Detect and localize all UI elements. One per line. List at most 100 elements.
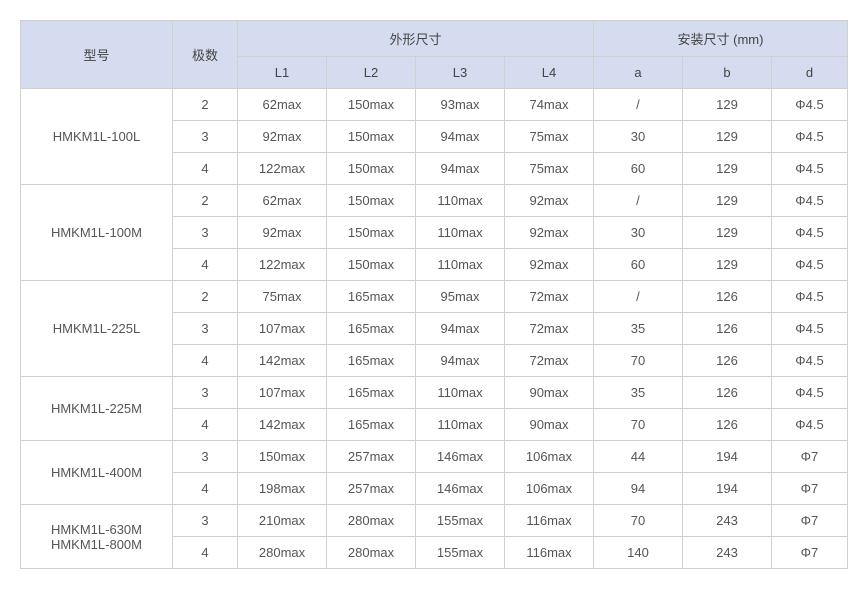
table-row: HMKM1L-630MHMKM1L-800M3210max280max155ma… — [21, 505, 848, 537]
cell-pole: 4 — [172, 249, 237, 281]
cell-l2: 150max — [327, 89, 416, 121]
cell-pole: 4 — [172, 537, 237, 569]
table-header: 型号 极数 外形尺寸 安装尺寸 (mm) L1 L2 L3 L4 a b d — [21, 21, 848, 89]
header-l1: L1 — [238, 57, 327, 89]
cell-l4: 106max — [505, 473, 594, 505]
cell-l3: 146max — [416, 473, 505, 505]
cell-l2: 257max — [327, 441, 416, 473]
cell-pole: 3 — [172, 217, 237, 249]
header-poles: 极数 — [172, 21, 237, 89]
cell-l4: 72max — [505, 313, 594, 345]
cell-d: Φ4.5 — [771, 121, 847, 153]
cell-l2: 150max — [327, 185, 416, 217]
cell-l4: 116max — [505, 537, 594, 569]
cell-b: 129 — [682, 153, 771, 185]
cell-l3: 94max — [416, 345, 505, 377]
header-b: b — [682, 57, 771, 89]
cell-d: Φ7 — [771, 441, 847, 473]
cell-a: / — [593, 281, 682, 313]
cell-a: 30 — [593, 217, 682, 249]
cell-l2: 165max — [327, 313, 416, 345]
cell-d: Φ4.5 — [771, 249, 847, 281]
cell-l1: 62max — [238, 185, 327, 217]
table-row: HMKM1L-225L275max165max95max72max/126Φ4.… — [21, 281, 848, 313]
cell-a: 70 — [593, 345, 682, 377]
cell-l4: 116max — [505, 505, 594, 537]
cell-d: Φ4.5 — [771, 89, 847, 121]
header-a: a — [593, 57, 682, 89]
cell-l3: 110max — [416, 249, 505, 281]
cell-b: 129 — [682, 89, 771, 121]
cell-l3: 94max — [416, 121, 505, 153]
header-l4: L4 — [505, 57, 594, 89]
cell-b: 243 — [682, 505, 771, 537]
cell-l1: 150max — [238, 441, 327, 473]
model-cell: HMKM1L-225L — [21, 281, 173, 377]
cell-a: 44 — [593, 441, 682, 473]
cell-d: Φ4.5 — [771, 217, 847, 249]
cell-d: Φ4.5 — [771, 377, 847, 409]
cell-l4: 74max — [505, 89, 594, 121]
cell-pole: 3 — [172, 313, 237, 345]
cell-l4: 90max — [505, 409, 594, 441]
model-cell: HMKM1L-630MHMKM1L-800M — [21, 505, 173, 569]
cell-l1: 107max — [238, 377, 327, 409]
cell-b: 129 — [682, 217, 771, 249]
cell-l4: 92max — [505, 217, 594, 249]
cell-a: 94 — [593, 473, 682, 505]
cell-d: Φ4.5 — [771, 185, 847, 217]
cell-pole: 2 — [172, 89, 237, 121]
cell-a: 60 — [593, 153, 682, 185]
cell-l2: 257max — [327, 473, 416, 505]
cell-d: Φ4.5 — [771, 345, 847, 377]
cell-d: Φ7 — [771, 473, 847, 505]
cell-l1: 142max — [238, 345, 327, 377]
cell-d: Φ4.5 — [771, 281, 847, 313]
cell-l1: 198max — [238, 473, 327, 505]
cell-l3: 93max — [416, 89, 505, 121]
cell-l2: 150max — [327, 217, 416, 249]
header-l2: L2 — [327, 57, 416, 89]
model-cell: HMKM1L-400M — [21, 441, 173, 505]
cell-l3: 146max — [416, 441, 505, 473]
cell-l3: 110max — [416, 217, 505, 249]
cell-l2: 165max — [327, 345, 416, 377]
table-row: HMKM1L-100M262max150max110max92max/129Φ4… — [21, 185, 848, 217]
cell-pole: 3 — [172, 441, 237, 473]
cell-d: Φ7 — [771, 505, 847, 537]
cell-l3: 155max — [416, 505, 505, 537]
cell-b: 129 — [682, 121, 771, 153]
cell-l4: 72max — [505, 345, 594, 377]
cell-l2: 150max — [327, 249, 416, 281]
model-cell: HMKM1L-100L — [21, 89, 173, 185]
cell-d: Φ7 — [771, 537, 847, 569]
model-cell: HMKM1L-100M — [21, 185, 173, 281]
cell-b: 194 — [682, 441, 771, 473]
cell-a: 70 — [593, 409, 682, 441]
cell-l3: 155max — [416, 537, 505, 569]
cell-a: 35 — [593, 313, 682, 345]
cell-b: 243 — [682, 537, 771, 569]
cell-b: 194 — [682, 473, 771, 505]
cell-b: 126 — [682, 313, 771, 345]
cell-l1: 122max — [238, 153, 327, 185]
model-cell: HMKM1L-225M — [21, 377, 173, 441]
cell-b: 126 — [682, 345, 771, 377]
cell-l4: 75max — [505, 153, 594, 185]
cell-b: 129 — [682, 185, 771, 217]
cell-l1: 75max — [238, 281, 327, 313]
cell-l1: 92max — [238, 217, 327, 249]
cell-d: Φ4.5 — [771, 153, 847, 185]
dimensions-table: 型号 极数 外形尺寸 安装尺寸 (mm) L1 L2 L3 L4 a b d H… — [20, 20, 848, 569]
cell-a: 60 — [593, 249, 682, 281]
cell-l2: 280max — [327, 505, 416, 537]
cell-l2: 165max — [327, 281, 416, 313]
cell-l1: 142max — [238, 409, 327, 441]
cell-pole: 4 — [172, 153, 237, 185]
header-d: d — [771, 57, 847, 89]
cell-l4: 90max — [505, 377, 594, 409]
cell-a: / — [593, 89, 682, 121]
cell-l3: 94max — [416, 153, 505, 185]
table-row: HMKM1L-400M3150max257max146max106max4419… — [21, 441, 848, 473]
cell-a: 70 — [593, 505, 682, 537]
